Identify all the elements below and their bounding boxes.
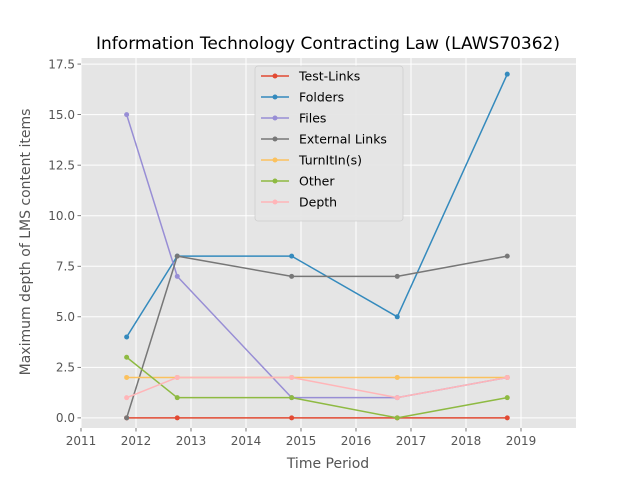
y-tick-label: 0.0 (56, 411, 75, 425)
data-point-depth (124, 395, 130, 401)
data-point-other (394, 415, 400, 421)
legend-marker (272, 157, 278, 163)
x-axis-ticks: 2011 2012 2013 2014 2015 2016 2017 2018 2019 (66, 428, 537, 448)
x-tick-label: 2011 (66, 434, 97, 448)
data-point-other (174, 395, 180, 401)
x-tick-label: 2019 (506, 434, 537, 448)
data-point-test-links (504, 415, 510, 421)
data-point-turnitin-s (394, 374, 400, 380)
y-tick-label: 10.0 (48, 209, 75, 223)
data-point-files (174, 273, 180, 279)
x-tick-label: 2015 (286, 434, 317, 448)
legend-marker (272, 115, 278, 121)
y-axis-ticks: 0.0 2.5 5.0 7.5 10.0 12.5 15.0 17.5 (48, 57, 81, 425)
legend-entry: Test-Links (298, 69, 360, 84)
data-point-depth (174, 374, 180, 380)
x-axis-label: Time Period (286, 456, 369, 472)
data-point-depth (289, 374, 295, 380)
legend-marker (272, 73, 278, 79)
data-point-external-links (289, 273, 295, 279)
x-tick-label: 2017 (396, 434, 427, 448)
legend-entry: TurnItIn(s) (298, 153, 362, 168)
data-point-folders (289, 253, 295, 259)
data-point-folders (394, 314, 400, 320)
data-point-test-links (289, 415, 295, 421)
legend-entry: External Links (299, 132, 387, 147)
data-point-external-links (394, 273, 400, 279)
series-lines (124, 71, 510, 421)
data-point-depth (504, 374, 510, 380)
y-tick-label: 12.5 (48, 158, 75, 172)
data-point-folders (124, 334, 130, 340)
data-point-turnitin-s (124, 374, 130, 380)
x-tick-label: 2016 (341, 434, 372, 448)
data-point-other (289, 395, 295, 401)
data-point-other (124, 354, 130, 360)
x-tick-label: 2014 (231, 434, 262, 448)
y-axis-label: Maximum depth of LMS content items (18, 109, 34, 376)
data-point-external-links (174, 253, 180, 259)
chart-title: Information Technology Contracting Law (… (96, 34, 560, 54)
data-point-external-links (504, 253, 510, 259)
data-point-files (124, 112, 130, 118)
data-point-depth (394, 395, 400, 401)
data-point-folders (504, 71, 510, 77)
y-tick-label: 15.0 (48, 108, 75, 122)
data-point-external-links (124, 415, 130, 421)
legend-marker (272, 136, 278, 142)
legend-entry: Other (299, 174, 335, 189)
legend-marker (272, 94, 278, 100)
legend-marker (272, 199, 278, 205)
y-tick-label: 17.5 (48, 57, 75, 71)
legend-entry: Depth (299, 195, 337, 210)
x-tick-label: 2012 (121, 434, 152, 448)
data-point-other (504, 395, 510, 401)
data-point-test-links (174, 415, 180, 421)
y-tick-label: 2.5 (56, 361, 75, 375)
legend-marker (272, 178, 278, 184)
legend: Test-Links Folders Files External Links Turn… (254, 65, 404, 222)
legend-entry: Files (299, 111, 326, 126)
y-tick-label: 5.0 (56, 310, 75, 324)
x-tick-label: 2013 (176, 434, 207, 448)
legend-entry: Folders (299, 90, 344, 105)
y-tick-label: 7.5 (56, 260, 75, 274)
x-tick-label: 2018 (451, 434, 482, 448)
legend-box (254, 65, 404, 222)
